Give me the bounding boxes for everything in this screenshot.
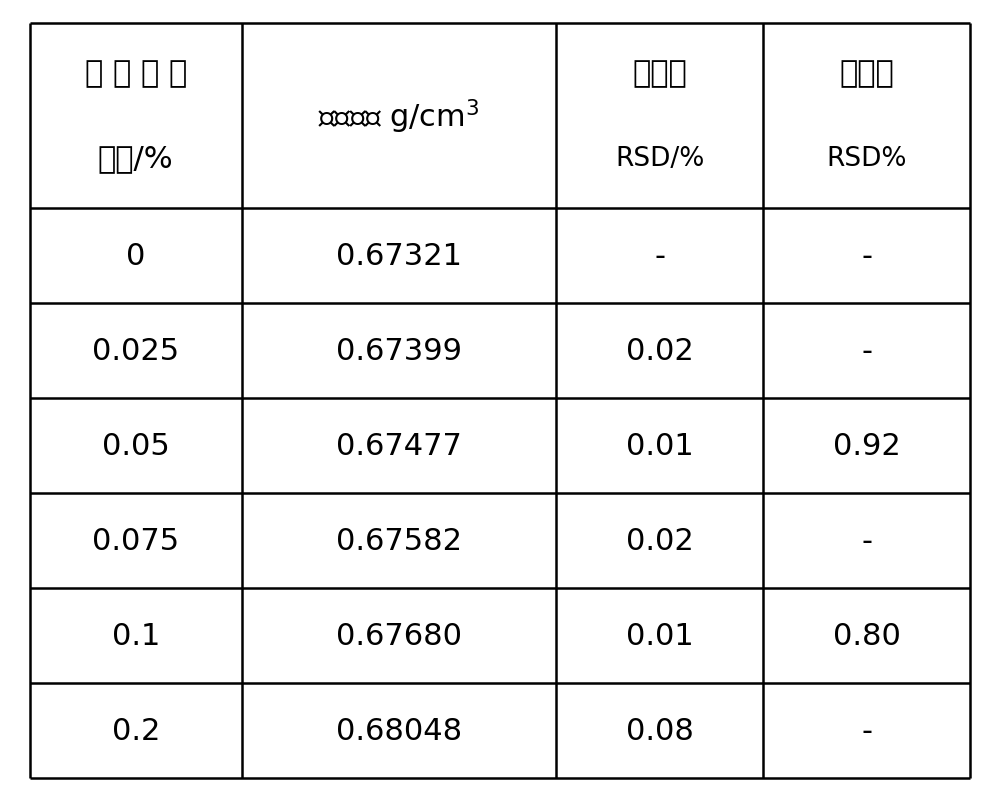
Text: -: -	[861, 241, 872, 270]
Text: -: -	[861, 716, 872, 745]
Text: RSD%: RSD%	[826, 146, 907, 172]
Text: 0.02: 0.02	[626, 337, 694, 366]
Text: 密度均值 g/cm$^3$: 密度均值 g/cm$^3$	[318, 97, 480, 136]
Text: 0.67321: 0.67321	[336, 241, 462, 270]
Text: -: -	[654, 241, 665, 270]
Text: 0.2: 0.2	[112, 716, 160, 745]
Text: 0.67680: 0.67680	[336, 622, 462, 650]
Text: 0: 0	[126, 241, 145, 270]
Text: 标 样 体 积: 标 样 体 积	[85, 59, 187, 88]
Text: 重复性: 重复性	[632, 59, 687, 88]
Text: RSD/%: RSD/%	[615, 146, 704, 172]
Text: 浓度/%: 浓度/%	[98, 144, 174, 173]
Text: 0.075: 0.075	[92, 526, 179, 555]
Text: 0.05: 0.05	[102, 431, 170, 460]
Text: 0.01: 0.01	[626, 622, 694, 650]
Text: -: -	[861, 337, 872, 366]
Text: 0.1: 0.1	[112, 622, 160, 650]
Text: 0.025: 0.025	[92, 337, 179, 366]
Text: 0.67582: 0.67582	[336, 526, 462, 555]
Text: 0.02: 0.02	[626, 526, 694, 555]
Text: 0.92: 0.92	[833, 431, 900, 460]
Text: 0.67477: 0.67477	[336, 431, 462, 460]
Text: -: -	[861, 526, 872, 555]
Text: 0.08: 0.08	[626, 716, 694, 745]
Text: 0.67399: 0.67399	[336, 337, 462, 366]
Text: 0.80: 0.80	[833, 622, 901, 650]
Text: 重现性: 重现性	[839, 59, 894, 88]
Text: 0.68048: 0.68048	[336, 716, 462, 745]
Text: 0.01: 0.01	[626, 431, 694, 460]
